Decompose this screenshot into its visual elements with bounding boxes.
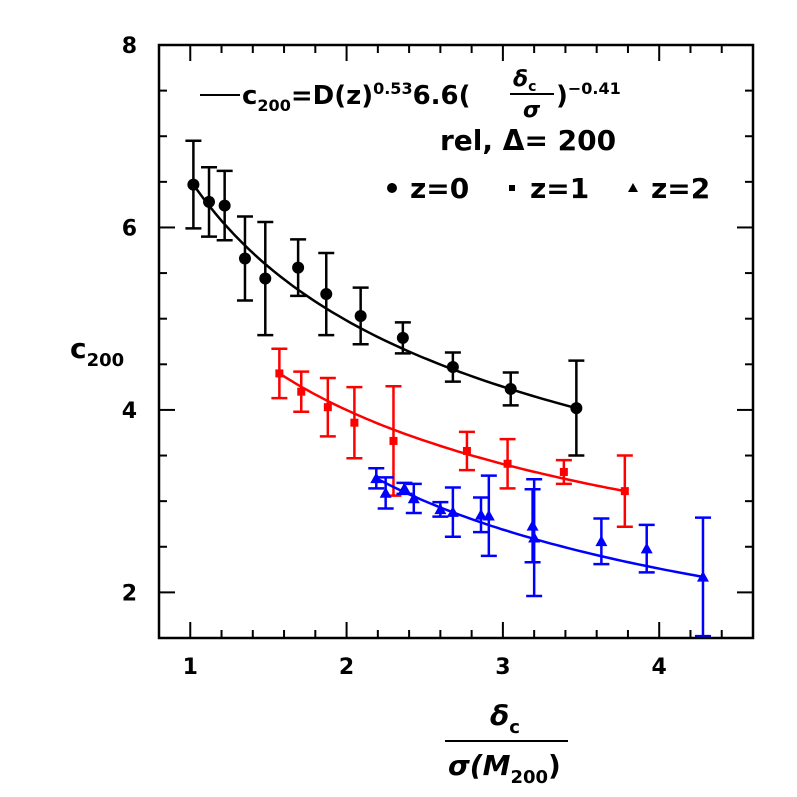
x-tick-label: 3 xyxy=(495,655,510,680)
legend-marker-z=0 xyxy=(387,183,397,193)
legend-marker-z=1 xyxy=(509,185,515,191)
data-point xyxy=(238,252,251,265)
fit-curve xyxy=(189,179,577,410)
x-label-numerator: δc xyxy=(490,699,520,738)
fit-equation-tail: )−0.41 xyxy=(556,79,621,111)
data-point xyxy=(398,482,411,494)
data-point xyxy=(292,261,305,274)
y-tick-label: 8 xyxy=(122,34,137,59)
data-point xyxy=(482,509,495,521)
data-point xyxy=(354,309,367,322)
data-point xyxy=(446,506,459,517)
data-layer xyxy=(185,139,711,638)
data-point xyxy=(187,178,200,191)
data-point xyxy=(275,369,284,378)
series-z=0 xyxy=(185,139,585,457)
x-tick-label: 2 xyxy=(339,655,354,680)
data-point xyxy=(696,570,709,582)
x-axis-label: δc σ(M200) xyxy=(445,699,568,788)
data-point xyxy=(434,503,447,515)
annotation: rel, Δ= 200 xyxy=(440,124,616,157)
legend-entries: z=0 z=1 z=2 xyxy=(387,172,710,205)
data-point xyxy=(620,487,629,496)
y-tick-label: 2 xyxy=(122,581,137,606)
legend-marker-z=2 xyxy=(628,183,638,192)
plot-area xyxy=(185,139,711,638)
legend-label: z=1 xyxy=(530,172,589,205)
data-point xyxy=(218,199,231,212)
data-point xyxy=(595,535,608,547)
series-z=2 xyxy=(368,467,711,638)
x-tick-label: 4 xyxy=(652,655,667,680)
fit-fraction-numerator: δc xyxy=(513,67,536,95)
plot-frame xyxy=(157,43,755,640)
data-point xyxy=(323,403,332,412)
data-point xyxy=(526,519,539,531)
data-point xyxy=(504,382,517,395)
data-point xyxy=(570,402,583,415)
data-point xyxy=(475,508,488,520)
data-point xyxy=(203,195,216,208)
data-point xyxy=(379,486,392,498)
fit-curve xyxy=(278,372,626,493)
data-point xyxy=(389,436,398,445)
data-point xyxy=(559,467,568,476)
data-point xyxy=(350,418,359,427)
data-point xyxy=(259,272,272,285)
data-point xyxy=(640,542,653,554)
fit-fraction-denominator: σ xyxy=(523,98,541,123)
fit-curve xyxy=(377,478,704,579)
data-point xyxy=(446,361,459,374)
legend: c200=D(z)0.536.6( δc σ )−0.41 rel, Δ= 20… xyxy=(200,67,710,205)
data-point xyxy=(370,472,383,484)
x-label-denominator: σ(M200) xyxy=(448,749,561,788)
fit-equation: c200=D(z)0.536.6( xyxy=(242,79,471,115)
y-axis-label: c200 xyxy=(70,332,124,371)
x-tick-label: 1 xyxy=(183,655,198,680)
legend-label: z=0 xyxy=(410,172,469,205)
data-point xyxy=(320,288,333,301)
data-point xyxy=(407,492,420,504)
y-tick-label: 6 xyxy=(122,216,137,241)
y-tick-label: 4 xyxy=(122,399,137,424)
data-point xyxy=(297,387,306,396)
axes: 1 2 3 4 2 4 6 8 xyxy=(122,34,753,680)
data-point xyxy=(462,446,471,455)
data-point xyxy=(528,531,541,543)
series-z=1 xyxy=(271,347,633,528)
data-point xyxy=(396,331,409,344)
legend-label: z=2 xyxy=(651,172,710,205)
data-point xyxy=(503,459,512,468)
